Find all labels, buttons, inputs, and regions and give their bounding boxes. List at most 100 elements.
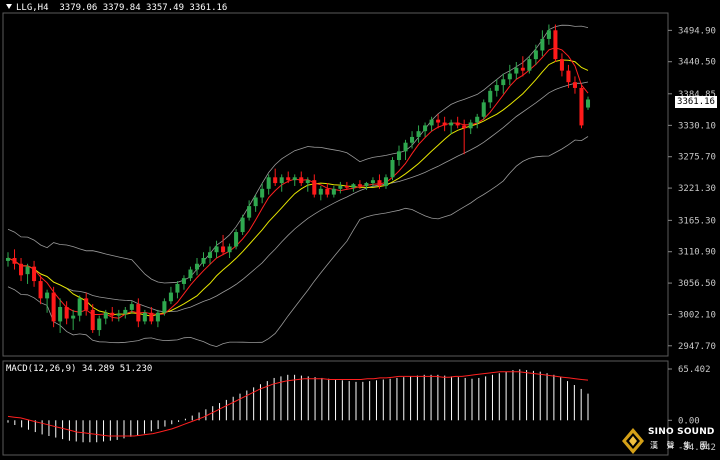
candle-body (318, 188, 323, 195)
candle (45, 289, 50, 313)
candle (273, 168, 278, 186)
candle-body (312, 180, 317, 195)
candle (175, 281, 180, 299)
candle-body (142, 312, 147, 322)
candle-body (553, 30, 558, 60)
candle (468, 119, 473, 135)
candle-body (168, 292, 173, 302)
candle-body (455, 122, 460, 126)
logo-mark-icon (622, 428, 644, 454)
candle (38, 275, 43, 305)
candle-body (227, 246, 232, 253)
symbol-timeframe: LLG,H4 (16, 3, 49, 13)
candle (286, 171, 291, 184)
candle (32, 260, 37, 287)
candle (488, 87, 493, 109)
candle-body (247, 206, 252, 218)
candle (299, 171, 304, 186)
candle (312, 174, 317, 198)
candle-body (32, 266, 37, 282)
candle-body (449, 122, 454, 126)
macd-signal-line (7, 371, 589, 437)
candle-body (527, 59, 532, 71)
candle-body (279, 177, 284, 184)
candle (77, 295, 82, 322)
candle (344, 181, 349, 190)
price-axis-label: 3165.30 (678, 216, 716, 226)
candle (338, 181, 343, 194)
bollinger-lower-line (7, 136, 589, 348)
candle (559, 53, 564, 77)
candle-body (38, 281, 43, 299)
candle (84, 292, 89, 316)
candle-body (436, 119, 441, 123)
candle (462, 119, 467, 155)
candle (201, 252, 206, 267)
candle (240, 214, 245, 235)
candle (520, 56, 525, 77)
candle (553, 24, 558, 62)
candle-body (546, 30, 551, 39)
candle (292, 174, 297, 186)
dropdown-triangle-icon[interactable] (6, 4, 12, 9)
candle (162, 298, 167, 316)
candle-body (25, 266, 30, 275)
candle (325, 183, 330, 198)
logo-word: SINO SOUND (648, 427, 715, 437)
candle-body (468, 122, 473, 129)
candle-body (77, 298, 82, 316)
candle (305, 177, 310, 192)
candle (19, 258, 24, 282)
candle-body (331, 188, 336, 195)
candle-body (175, 283, 180, 293)
price-axis-label: 2947.70 (678, 342, 716, 352)
candle (403, 139, 408, 160)
candle-body (462, 125, 467, 129)
candle (364, 181, 369, 190)
candle (247, 200, 252, 221)
candle-body (357, 184, 362, 186)
candle (501, 73, 506, 94)
candle-body (364, 183, 369, 186)
candle-body (416, 131, 421, 137)
candle (416, 125, 421, 143)
candle (181, 275, 186, 290)
candle-body (181, 278, 186, 284)
candle-body (266, 177, 271, 189)
candle-body (351, 184, 356, 188)
candle (188, 266, 193, 282)
price-pane-frame (2, 12, 669, 357)
chart-header: LLG,H4 3379.06 3379.84 3357.49 3361.16 (6, 3, 227, 13)
candle-body (475, 116, 480, 123)
candle (475, 113, 480, 129)
sino-sound-logo: SINO SOUND 漢 聲 集 團 (620, 424, 718, 458)
candle (58, 298, 63, 333)
candle (214, 240, 219, 258)
candle-body (221, 246, 226, 253)
candle (149, 307, 154, 325)
price-axis-label: 3494.90 (678, 26, 716, 36)
candle (194, 258, 200, 276)
candle-body (501, 79, 506, 86)
candle (533, 44, 538, 65)
candle-body (19, 263, 24, 276)
candle (123, 307, 128, 319)
candle-body (162, 301, 167, 313)
candle-body (234, 232, 239, 247)
candle (136, 298, 141, 328)
candle (423, 122, 428, 137)
price-axis-label: 3002.10 (678, 310, 716, 320)
candle-body (383, 177, 388, 186)
candle (370, 177, 375, 186)
candle-body (260, 188, 265, 198)
price-axis-label: 3440.50 (678, 58, 716, 68)
bollinger-upper-line (7, 24, 589, 284)
candle (429, 116, 434, 132)
candle-body (64, 307, 69, 319)
candle (260, 183, 265, 204)
macd-pane (7, 369, 589, 443)
candle-body (286, 177, 291, 181)
price-pane (5, 24, 591, 348)
